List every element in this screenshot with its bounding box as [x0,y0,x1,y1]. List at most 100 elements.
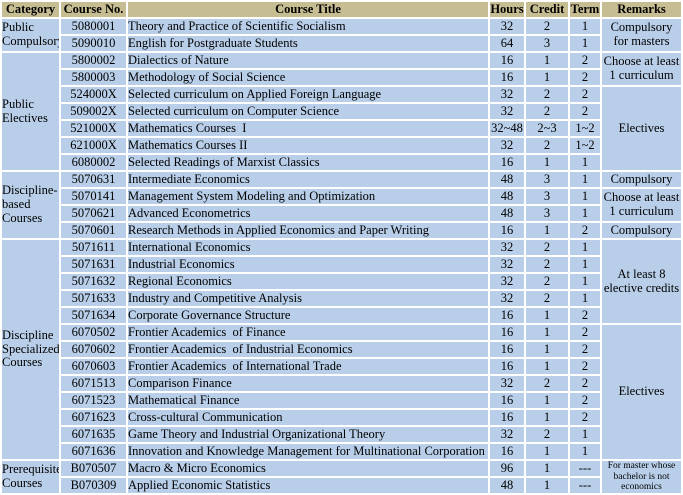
course-no-cell: 5800002 [61,53,126,68]
table-row: 5070141 Management System Modeling and Op… [2,189,681,221]
hours-cell: 48 [490,172,524,187]
course-title-cell: Research Methods in Applied Economics an… [128,223,488,238]
table-row: 6070603 Frontier Academics of Internation… [2,359,681,374]
term-cell: 1~2 [570,121,600,136]
hours-cell: 16 [490,155,524,170]
course-no-cell: 509002X [61,104,126,119]
hours-cell: 48 [490,206,524,221]
hours-cell: 16 [490,342,524,357]
course-title-cell: Mathematics Courses II [128,138,488,153]
term-cell: 2 [570,376,600,391]
hours-cell: 32 [490,138,524,153]
term-cell: --- [570,478,600,493]
credit-cell: 2~3 [526,121,568,136]
course-title-cell: Advanced Econometrics [128,206,488,221]
hours-cell: 32~48 [490,121,524,136]
hours-cell: 32 [490,427,524,442]
term-cell: 1 [570,240,600,255]
course-no-cell: 6071513 [61,376,126,391]
table-row: Discipline-based Courses 5070631 Intermedi… [2,172,681,238]
course-no-cell: 6070502 [61,325,126,340]
term-cell: 2 [570,87,600,102]
credit-cell: 2 [526,376,568,391]
table-header-row: Category Course No. Course Title Hours C… [2,2,681,17]
term-cell: 2 [570,342,600,357]
table-row: 5071634 Corporate Governance Structure 16 1… [2,308,681,323]
course-no-cell: 5071633 [61,291,126,306]
term-cell: 1 [570,36,600,51]
term-cell: 2 [570,359,600,374]
term-cell: 2 [570,325,600,340]
hours-cell: 48 [490,478,524,493]
remarks-cell: Compulsory [602,223,681,238]
credit-cell: 3 [526,36,568,51]
table-row: Discipline Specialized Courses 5071611 Int… [2,240,681,459]
course-title-cell: Macro & Micro Economics [128,461,488,476]
column-header-course-no: Course No. [61,2,126,17]
hours-cell: 32 [490,274,524,289]
course-title-cell: Selected curriculum on Computer Science [128,104,488,119]
course-no-cell: 5071634 [61,308,126,323]
term-cell: 2 [570,223,600,238]
credit-cell: 3 [526,206,568,221]
course-title-cell: Methodology of Social Science [128,70,488,85]
hours-cell: 16 [490,359,524,374]
course-title-cell: Intermediate Economics [128,172,488,187]
hours-cell: 32 [490,87,524,102]
column-header-hours: Hours [490,2,524,17]
hours-cell: 16 [490,444,524,459]
table-row: 6070502 Frontier Academics of Finance 16 1 2… [2,325,681,459]
course-no-cell: 5070621 [61,206,126,221]
remarks-cell: For master whose bachelor is not economi… [602,461,681,493]
term-cell: 1 [570,155,600,170]
table-row: 6071523 Mathematical Finance 16 1 2 [2,393,681,408]
table-row: 5070601 Research Methods in Applied Econo… [2,223,681,238]
course-no-cell: 5070631 [61,172,126,187]
term-cell: 1 [570,19,600,34]
credit-cell: 2 [526,19,568,34]
term-cell: 1 [570,427,600,442]
term-cell: 2 [570,308,600,323]
course-no-cell: 6071635 [61,427,126,442]
course-title-cell: Comparison Finance [128,376,488,391]
table-row: 5071632 Regional Economics 32 2 1 [2,274,681,289]
credit-cell: 1 [526,359,568,374]
course-title-cell: Frontier Academics of Finance [128,325,488,340]
course-title-cell: Management System Modeling and Optimizat… [128,189,488,204]
course-no-cell: 621000X [61,138,126,153]
course-title-cell: Mathematics Courses I [128,121,488,136]
credit-cell: 1 [526,155,568,170]
credit-cell: 1 [526,393,568,408]
course-no-cell: 5071631 [61,257,126,272]
course-title-cell: Industry and Competitive Analysis [128,291,488,306]
table-row: 6071513 Comparison Finance 32 2 2 [2,376,681,391]
course-title-cell: Theory and Practice of Scientific Social… [128,19,488,34]
table-row: 6071623 Cross-cultural Communication 16 1 2 [2,410,681,425]
hours-cell: 16 [490,70,524,85]
course-title-cell: Applied Economic Statistics [128,478,488,493]
hours-cell: 32 [490,291,524,306]
hours-cell: 32 [490,19,524,34]
table-body: Public Compulsory 5080001 Theory and Pract… [2,19,681,493]
credit-cell: 2 [526,138,568,153]
table-row: 6070602 Frontier Academics of Industrial … [2,342,681,357]
hours-cell: 32 [490,240,524,255]
course-no-cell: 6070602 [61,342,126,357]
table-row: 5070621 Advanced Econometrics 48 3 1 [2,206,681,221]
course-no-cell: 5071611 [61,240,126,255]
table-row: 509002X Selected curriculum on Computer S… [2,104,681,119]
remarks-cell: Compulsory [602,172,681,187]
table-row: 521000X Mathematics Courses I 32~48 2~3 1~2 [2,121,681,136]
credit-cell: 2 [526,104,568,119]
credit-cell: 1 [526,410,568,425]
term-cell: 1 [570,291,600,306]
course-no-cell: 521000X [61,121,126,136]
course-no-cell: 5090010 [61,36,126,51]
course-title-cell: Dialectics of Nature [128,53,488,68]
credit-cell: 1 [526,444,568,459]
hours-cell: 48 [490,189,524,204]
hours-cell: 16 [490,393,524,408]
credit-cell: 1 [526,325,568,340]
remarks-cell: Compulsory for masters [602,19,681,51]
course-title-cell: Mathematical Finance [128,393,488,408]
